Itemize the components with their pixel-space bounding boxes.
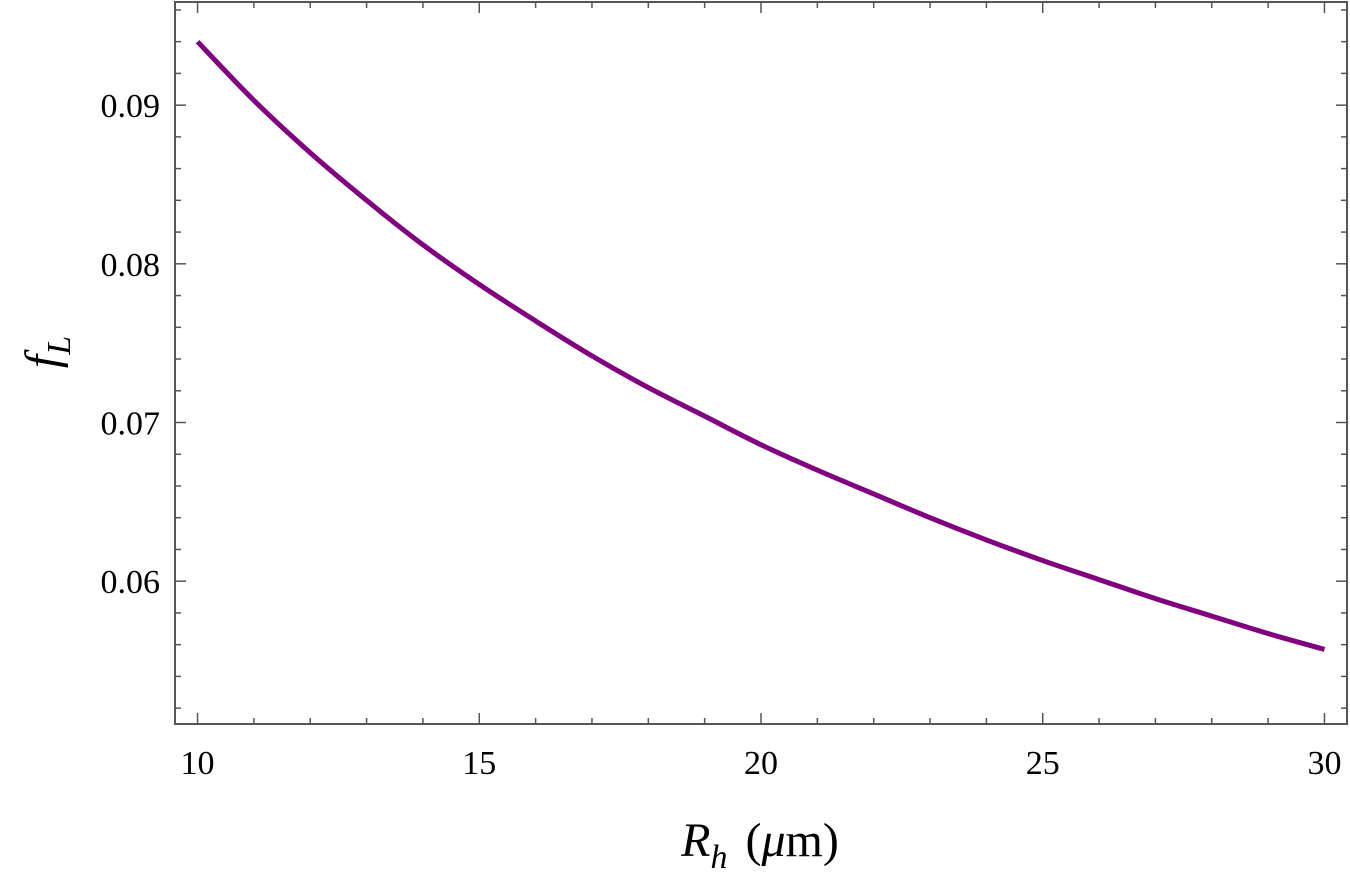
x-axis-title-unit-rest: m) xyxy=(786,814,839,867)
y-tick-labels: 0.06 0.07 0.08 0.09 xyxy=(101,88,161,601)
minor-ticks xyxy=(175,2,1347,724)
major-ticks xyxy=(175,2,1347,724)
x-tick-label: 20 xyxy=(744,745,778,782)
x-tick-label: 15 xyxy=(462,745,496,782)
y-axis-title-sub: L xyxy=(41,336,78,356)
y-tick-label: 0.09 xyxy=(101,88,161,125)
x-axis-title-main: R xyxy=(680,814,710,867)
x-axis-title-sub: h xyxy=(710,839,727,876)
x-tick-labels: 10 15 20 25 30 xyxy=(181,745,1342,782)
plot-frame xyxy=(174,1,1348,725)
x-tick-label: 10 xyxy=(181,745,215,782)
series-layer xyxy=(195,39,1326,652)
x-tick-label: 25 xyxy=(1026,745,1060,782)
y-tick-label: 0.08 xyxy=(101,247,161,284)
x-tick-label: 30 xyxy=(1307,745,1341,782)
y-axis-title: fL xyxy=(16,336,78,368)
x-axis-title: Rh (μm) xyxy=(680,814,839,876)
y-tick-label: 0.06 xyxy=(101,564,161,601)
series-line xyxy=(195,39,1326,652)
x-axis-title-unit-mu: μ xyxy=(760,814,785,867)
x-axis-title-unit-open: ( xyxy=(745,814,761,867)
y-tick-label: 0.07 xyxy=(101,406,161,443)
